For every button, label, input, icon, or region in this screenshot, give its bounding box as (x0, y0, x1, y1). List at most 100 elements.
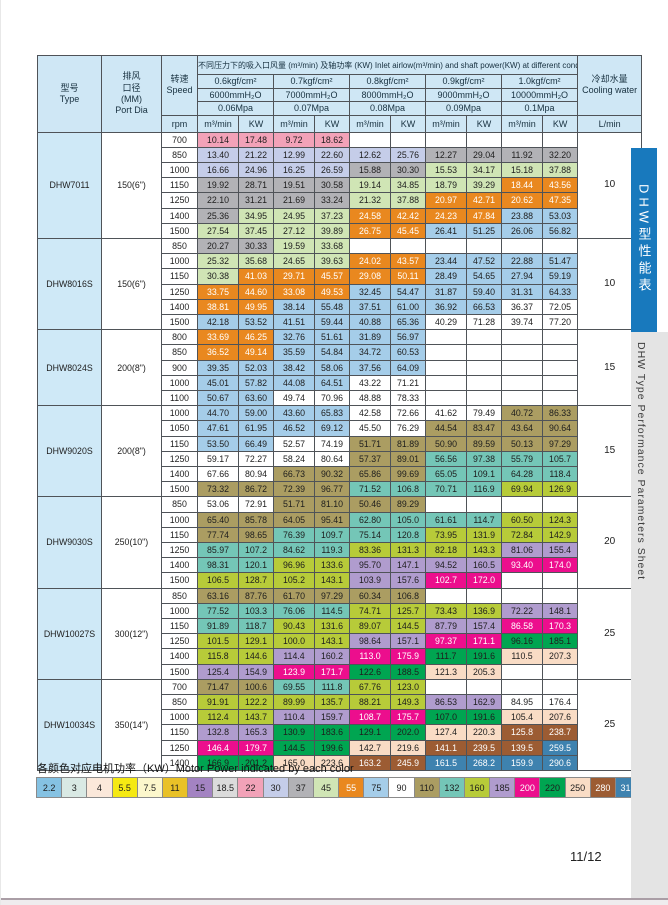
data-cell: 77.74 (197, 526, 239, 543)
data-cell: 30.33 (238, 237, 274, 255)
data-cell: 201.2 (238, 754, 274, 772)
data-cell: 45.01 (197, 374, 239, 391)
data-cell (501, 587, 543, 604)
port-dia-cell: 150(6") (101, 237, 162, 331)
rpm-cell: 1000 (161, 405, 198, 422)
data-cell: 157.1 (390, 633, 426, 650)
data-cell: 54.65 (466, 268, 502, 285)
data-cell: 53.06 (197, 496, 239, 513)
data-cell (501, 496, 543, 513)
model-cell: DHW10027S (37, 587, 102, 680)
legend-swatch: 250 (564, 777, 591, 798)
data-cell (349, 131, 391, 148)
data-cell: 21.22 (238, 146, 274, 163)
data-cell (425, 344, 467, 361)
data-cell: 61.61 (425, 511, 467, 528)
header-pressure-mpa: 0.06Mpa (197, 101, 274, 116)
data-cell: 22.88 (501, 253, 543, 270)
data-cell: 87.76 (238, 587, 274, 604)
legend-swatch: 4 (86, 777, 113, 798)
data-cell: 83.47 (466, 420, 502, 437)
data-cell (425, 237, 467, 255)
data-cell: 143.1 (314, 633, 350, 650)
header-power-unit: KW (238, 114, 274, 133)
data-cell: 33.24 (314, 192, 350, 209)
rpm-cell: 1150 (161, 526, 198, 543)
data-cell: 143.3 (466, 541, 502, 559)
data-cell: 65.40 (197, 511, 239, 528)
rpm-cell: 850 (161, 146, 198, 163)
data-cell: 88.21 (349, 694, 391, 711)
data-cell: 42.18 (197, 313, 239, 331)
legend-swatch: 185 (489, 777, 516, 798)
data-cell: 48.88 (349, 389, 391, 407)
data-cell: 219.6 (390, 739, 426, 756)
data-cell: 64.28 (501, 465, 543, 483)
data-cell: 34.85 (390, 177, 426, 194)
data-cell: 102.7 (425, 572, 467, 589)
port-dia-cell: 200(8") (101, 405, 162, 498)
legend-swatch: 3 (61, 777, 88, 798)
data-cell: 89.59 (466, 435, 502, 452)
rpm-cell: 1000 (161, 253, 198, 270)
data-cell (501, 678, 543, 696)
data-cell (541, 344, 579, 361)
header-power-unit: KW (314, 114, 350, 133)
data-cell: 16.25 (273, 161, 315, 179)
data-cell: 85.78 (238, 511, 274, 528)
data-cell: 72.05 (541, 298, 579, 315)
data-cell: 154.9 (238, 663, 274, 680)
data-cell: 123.9 (273, 663, 315, 680)
data-cell: 98.65 (238, 526, 274, 543)
data-cell: 72.91 (238, 496, 274, 513)
data-cell: 51.47 (541, 253, 579, 270)
data-cell: 56.97 (390, 329, 426, 346)
rpm-cell: 1000 (161, 709, 198, 726)
data-cell: 90.64 (541, 420, 579, 437)
legend-swatch: 18.5 (212, 777, 239, 798)
data-cell: 43.60 (273, 405, 315, 422)
data-cell: 160.2 (314, 648, 350, 665)
data-cell: 37.88 (541, 161, 579, 179)
data-cell (501, 572, 543, 589)
header-power-unit: KW (390, 114, 426, 133)
data-cell: 39.89 (314, 222, 350, 239)
data-cell: 166.9 (197, 754, 239, 772)
header-pressure-kgf: 0.7kgf/cm² (273, 74, 350, 89)
data-cell: 47.35 (541, 192, 579, 209)
data-cell: 139.5 (501, 739, 543, 756)
data-cell: 59.00 (238, 405, 274, 422)
data-cell: 58.06 (314, 359, 350, 376)
header-conditions-title: 不同压力下的吸入口风量 (m³/min) 及轴功率 (KW) Inlet air… (196, 55, 579, 75)
data-cell: 90.43 (273, 617, 315, 635)
legend-swatch: 7.5 (136, 777, 163, 798)
data-cell: 80.64 (314, 450, 350, 467)
data-cell: 71.28 (466, 313, 502, 331)
data-cell: 36.52 (197, 344, 239, 361)
data-cell: 38.42 (273, 359, 315, 376)
data-cell: 21.69 (273, 192, 315, 209)
data-cell: 100.0 (273, 633, 315, 650)
data-cell: 207.3 (541, 648, 579, 665)
data-cell: 268.2 (466, 754, 502, 772)
data-cell: 207.6 (541, 709, 579, 726)
data-cell (466, 131, 502, 148)
data-cell: 11.92 (501, 146, 543, 163)
data-cell: 9.72 (273, 131, 315, 148)
data-cell: 50.13 (501, 435, 543, 452)
data-cell: 60.34 (349, 587, 391, 604)
data-cell: 141.1 (425, 739, 467, 756)
data-cell: 24.65 (273, 253, 315, 270)
data-cell: 29.71 (273, 268, 315, 285)
data-cell (466, 329, 502, 346)
data-cell: 171.1 (466, 633, 502, 650)
data-cell: 19.51 (273, 177, 315, 194)
data-cell: 47.52 (466, 253, 502, 270)
data-cell: 45.50 (349, 420, 391, 437)
data-cell: 239.5 (466, 739, 502, 756)
header-pressure-kgf: 0.8kgf/cm² (349, 74, 426, 89)
data-cell: 81.10 (314, 496, 350, 513)
data-cell: 19.59 (273, 237, 315, 255)
data-cell (501, 237, 543, 255)
rpm-cell: 1500 (161, 663, 198, 680)
